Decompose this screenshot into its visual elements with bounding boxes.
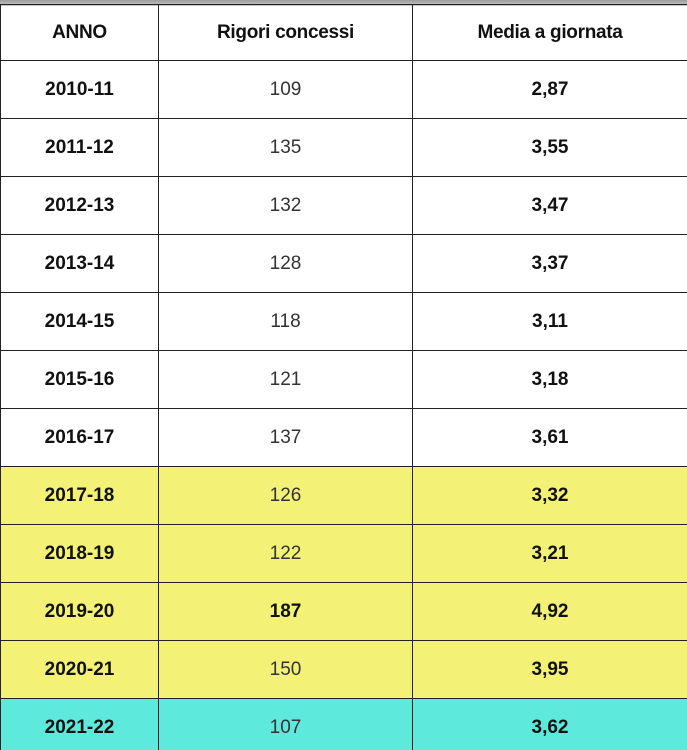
table-row: 2015-16 121 3,18 [0, 350, 687, 409]
cell-rigori-concessi: 126 [158, 466, 413, 525]
cell-anno: 2017-18 [0, 466, 159, 525]
cell-rigori-concessi: 107 [158, 698, 413, 750]
cell-anno: 2014-15 [0, 292, 159, 351]
cell-anno: 2019-20 [0, 582, 159, 641]
cell-rigori-concessi: 137 [158, 408, 413, 467]
cell-media-a-giornata: 3,18 [412, 350, 687, 409]
table-row: 2020-21 150 3,95 [0, 640, 687, 699]
cell-anno: 2021-22 [0, 698, 159, 750]
table-row: 2016-17 137 3,61 [0, 408, 687, 467]
cell-anno: 2015-16 [0, 350, 159, 409]
cell-media-a-giornata: 3,21 [412, 524, 687, 583]
header-rigori-concessi: Rigori concessi [158, 4, 413, 61]
cell-media-a-giornata: 3,37 [412, 234, 687, 293]
cell-media-a-giornata: 3,11 [412, 292, 687, 351]
top-shadow-bar [0, 0, 687, 6]
cell-media-a-giornata: 3,62 [412, 698, 687, 750]
header-media-a-giornata: Media a giornata [412, 4, 687, 61]
cell-media-a-giornata: 3,32 [412, 466, 687, 525]
cell-rigori-concessi: 122 [158, 524, 413, 583]
table-row: 2013-14 128 3,37 [0, 234, 687, 293]
table-row: 2011-12 135 3,55 [0, 118, 687, 177]
cell-media-a-giornata: 3,55 [412, 118, 687, 177]
cell-media-a-giornata: 3,61 [412, 408, 687, 467]
table-header-row: ANNO Rigori concessi Media a giornata [0, 4, 687, 61]
cell-anno: 2010-11 [0, 60, 159, 119]
cell-rigori-concessi: 128 [158, 234, 413, 293]
penalties-table: ANNO Rigori concessi Media a giornata 20… [0, 4, 687, 750]
cell-anno: 2012-13 [0, 176, 159, 235]
cell-anno: 2011-12 [0, 118, 159, 177]
cell-rigori-concessi: 150 [158, 640, 413, 699]
cell-media-a-giornata: 2,87 [412, 60, 687, 119]
cell-rigori-concessi: 121 [158, 350, 413, 409]
cell-anno: 2020-21 [0, 640, 159, 699]
table-row: 2018-19 122 3,21 [0, 524, 687, 583]
cell-rigori-concessi: 187 [158, 582, 413, 641]
cell-rigori-concessi: 109 [158, 60, 413, 119]
header-anno: ANNO [0, 4, 159, 61]
cell-anno: 2013-14 [0, 234, 159, 293]
table-row: 2021-22 107 3,62 [0, 698, 687, 750]
cell-media-a-giornata: 4,92 [412, 582, 687, 641]
table-row: 2014-15 118 3,11 [0, 292, 687, 351]
table-row: 2010-11 109 2,87 [0, 60, 687, 119]
cell-anno: 2016-17 [0, 408, 159, 467]
cell-anno: 2018-19 [0, 524, 159, 583]
cell-rigori-concessi: 132 [158, 176, 413, 235]
table-row: 2017-18 126 3,32 [0, 466, 687, 525]
table-body: 2010-11 109 2,87 2011-12 135 3,55 2012-13 132 3,… [0, 60, 687, 750]
table-row: 2012-13 132 3,47 [0, 176, 687, 235]
cell-media-a-giornata: 3,95 [412, 640, 687, 699]
cell-rigori-concessi: 118 [158, 292, 413, 351]
table-row: 2019-20 187 4,92 [0, 582, 687, 641]
cell-media-a-giornata: 3,47 [412, 176, 687, 235]
cell-rigori-concessi: 135 [158, 118, 413, 177]
